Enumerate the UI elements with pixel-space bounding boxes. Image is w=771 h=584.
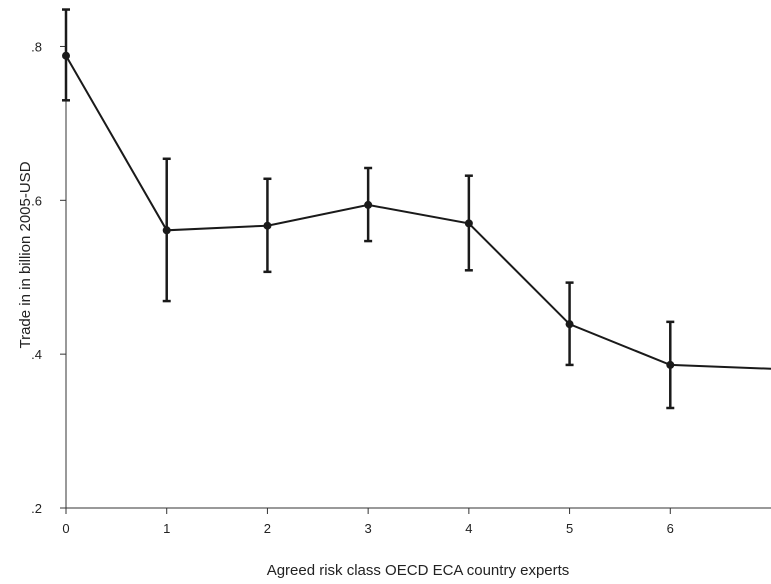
x-tick-label: 2 xyxy=(264,521,271,536)
y-axis: .2 .4 .6 .8 xyxy=(31,10,67,516)
y-tick-label: .2 xyxy=(31,501,42,516)
x-tick-label: 4 xyxy=(465,521,472,536)
data-point xyxy=(565,320,574,329)
x-tick-label: 0 xyxy=(62,521,69,536)
x-tick-label: 6 xyxy=(667,521,674,536)
x-tick-label: 1 xyxy=(163,521,170,536)
x-axis-title: Agreed risk class OECD ECA country exper… xyxy=(267,562,570,579)
data-point xyxy=(666,360,675,369)
data-point xyxy=(62,51,70,60)
data-point xyxy=(464,219,473,228)
y-tick-label: .4 xyxy=(31,347,42,362)
x-axis: 0 1 2 3 4 5 6 xyxy=(62,507,771,536)
data-point xyxy=(162,226,171,235)
y-tick-label: .8 xyxy=(31,39,42,54)
y-tick-label: .6 xyxy=(31,193,42,208)
series-group xyxy=(62,51,771,370)
data-point xyxy=(364,200,373,209)
series-line xyxy=(65,55,771,370)
x-tick-label: 5 xyxy=(566,521,573,536)
x-tick-label: 3 xyxy=(365,521,372,536)
y-axis-title: Trade in in billion 2005-USD xyxy=(17,161,34,348)
data-point xyxy=(263,221,272,230)
